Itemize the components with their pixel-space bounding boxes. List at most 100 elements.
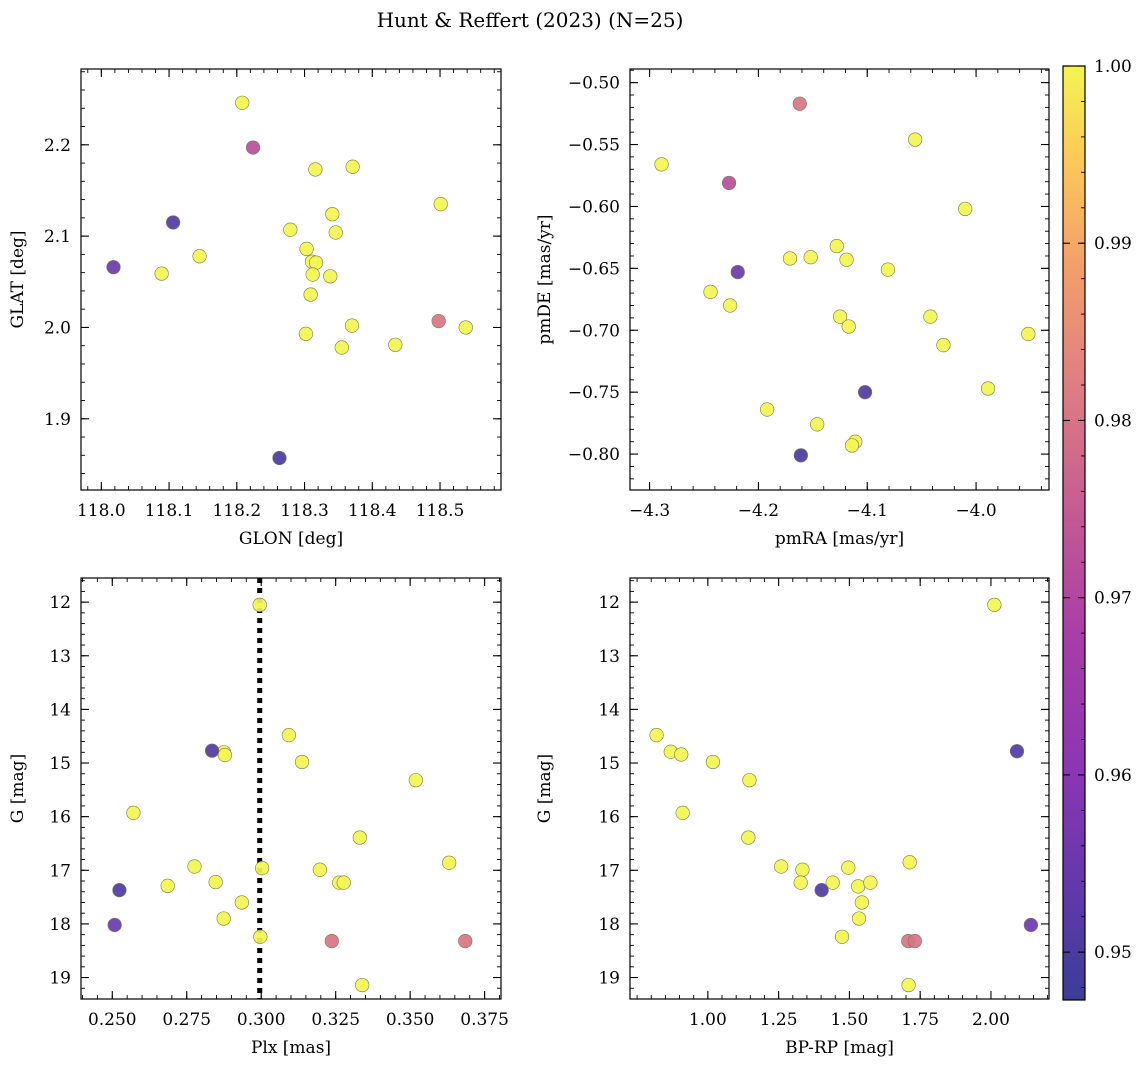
data-point [458,933,473,949]
data-point [760,402,775,417]
data-point [294,754,310,770]
data-point [1023,917,1038,933]
data-point [112,883,127,898]
panel-plx-g: 0.250 0.275 0.300 0.325 0.350 0.375 12 13 14 15 16… [8,577,509,1058]
data-point [323,269,338,284]
axes-frame [80,68,502,491]
x-tick-label: 1.00 [689,1010,727,1030]
data-point [851,879,866,894]
data-point [283,222,298,237]
y-tick-label: 19 [598,969,620,989]
data-point [252,597,267,612]
data-point [839,252,854,267]
data-point [721,175,737,191]
colorbar: 0.95 0.96 0.97 0.98 0.99 1.00 [1062,57,1132,1001]
data-point [654,157,669,172]
x-tick-label: 0.250 [88,1010,137,1030]
x-tick-label: 0.325 [311,1010,360,1030]
y-tick-label: 13 [49,647,71,667]
x-tick-label: 1.75 [901,1010,939,1030]
data-point [829,238,844,254]
data-point [851,911,867,926]
x-tick-label: 0.350 [386,1010,435,1030]
x-tick-label: 1.50 [830,1010,868,1030]
data-point [1021,326,1036,342]
y-tick-label: 16 [49,808,71,828]
data-point [217,747,232,763]
y-tick-label: −0.65 [568,259,620,279]
x-tick-label: 118.4 [348,501,397,521]
panel-glon-glat: 118.0 118.1 118.2 118.3 118.4 118.5 1.9 2.0 2.1 2… [8,68,502,549]
data-point [433,197,448,212]
colorbar-tick-label: 0.95 [1094,943,1132,963]
y-tick-label: 18 [598,915,620,935]
data-point [675,805,690,821]
data-point [245,140,261,155]
y-tick-label: 13 [598,647,620,667]
y-tick-label: 19 [49,969,71,989]
data-point [298,326,314,341]
data-point [336,875,351,890]
data-point [344,318,360,333]
data-point [1009,744,1025,759]
data-point [192,249,207,264]
colorbar-gradient [1062,65,1086,1001]
axes-frame [629,577,1050,1000]
y-tick-label: −0.55 [568,136,620,156]
figure-title: Hunt & Reffert (2023) (N=25) [377,8,684,32]
y-tick-label: 12 [49,593,71,613]
y-tick-label: 14 [598,700,620,720]
data-point [844,438,860,453]
data-point [841,860,856,875]
data-point [303,287,318,302]
x-tick-label: 0.375 [460,1010,509,1030]
data-point [901,977,916,993]
y-axis-label: pmDE [mas/yr] [535,214,555,344]
y-tick-label: 2.2 [44,136,71,156]
data-point [235,95,250,110]
data-point [328,225,343,240]
data-point [980,381,996,396]
data-point [793,448,808,463]
x-tick-label: 0.300 [237,1010,286,1030]
data-point [795,862,810,877]
data-point [334,340,349,355]
data-point [107,917,122,933]
data-point [216,911,231,926]
colorbar-tick-label: 1.00 [1094,57,1132,77]
data-point [703,284,718,299]
x-axis-label: Plx [mas] [251,1038,331,1058]
data-point [857,385,873,400]
y-axis-label: GLAT [deg] [8,230,28,328]
data-point [324,933,339,949]
data-point [253,929,268,944]
axes-frame [80,577,502,1000]
panel-bprp-g: 1.00 1.25 1.50 1.75 2.00 12 13 14 15 16 17 18 19 BP-R… [535,577,1050,1058]
y-axis-label: G [mag] [535,754,555,823]
data-point [106,260,121,275]
y-tick-label: 15 [49,754,71,774]
data-point [308,255,324,270]
data-point [825,875,840,890]
x-tick-label: 118.0 [77,501,126,521]
data-point [299,241,314,257]
y-tick-label: 18 [49,915,71,935]
y-tick-label: −0.75 [568,383,620,403]
x-tick-label: 2.00 [972,1010,1010,1030]
y-tick-label: 15 [598,754,620,774]
data-point [902,855,917,870]
data-point [730,264,745,280]
data-point [863,875,878,890]
data-point [792,96,807,111]
data-point [774,859,789,874]
data-point [308,162,323,177]
x-axis-label: pmRA [mas/yr] [775,529,904,549]
x-tick-label: −4.1 [847,501,888,521]
data-point [987,597,1002,612]
data-point [936,338,951,353]
x-tick-label: −4.0 [955,501,996,521]
x-axis-label: BP-RP [mag] [785,1038,894,1058]
data-point [345,159,360,174]
data-point [325,207,340,222]
y-tick-label: −0.60 [568,197,620,217]
